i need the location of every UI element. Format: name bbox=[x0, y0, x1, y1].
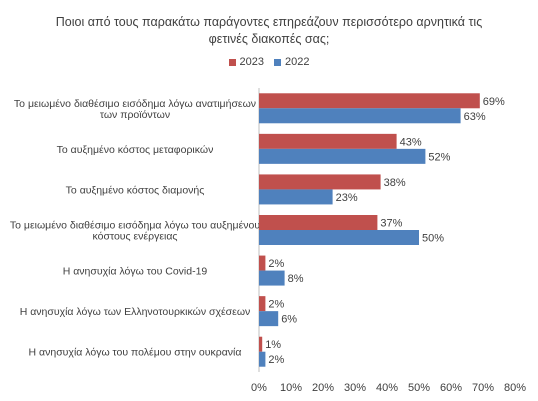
x-tick-label: 70% bbox=[472, 382, 494, 394]
chart-title-line-1: Ποιοι από τους παρακάτω παράγοντες επηρε… bbox=[55, 15, 483, 29]
legend: 2023 2022 bbox=[0, 56, 538, 68]
value-label-2023: 2% bbox=[268, 258, 284, 270]
category-label: Το μειωμένο διαθέσιμο εισόδημα λόγω του … bbox=[10, 220, 260, 243]
value-label-2022: 50% bbox=[422, 233, 444, 245]
value-label-2023: 2% bbox=[268, 299, 284, 311]
bar-2022 bbox=[259, 148, 426, 164]
legend-label-2023: 2023 bbox=[239, 56, 264, 68]
value-label-2023: 69% bbox=[483, 96, 505, 108]
category-label-line: Το αυξημένο κόστος διαμονής bbox=[66, 184, 205, 196]
value-label-2023: 1% bbox=[265, 339, 281, 351]
bar-2023 bbox=[259, 93, 480, 109]
category-label-line: Το αυξημένο κόστος μεταφορικών bbox=[57, 144, 214, 156]
value-label-2022: 23% bbox=[336, 192, 358, 204]
bar-2023 bbox=[259, 133, 397, 149]
bar-2022 bbox=[259, 189, 333, 205]
bar-2023 bbox=[259, 336, 263, 352]
category-label-line: Το μειωμένο διαθέσιμο εισόδημα λόγω του … bbox=[10, 220, 260, 232]
legend-item-2023: 2023 bbox=[228, 56, 264, 68]
value-label-2022: 63% bbox=[464, 111, 486, 123]
value-label-2023: 38% bbox=[384, 177, 406, 189]
bar-2022 bbox=[259, 108, 461, 124]
value-label-2022: 52% bbox=[428, 151, 450, 163]
category-label: Το αυξημένο κόστος διαμονής bbox=[66, 184, 205, 196]
x-tick-label: 30% bbox=[344, 382, 366, 394]
x-tick-label: 60% bbox=[440, 382, 462, 394]
category-label: Το αυξημένο κόστος μεταφορικών bbox=[57, 144, 214, 156]
bar-2023 bbox=[259, 174, 381, 190]
category-label-line: των προϊόντων bbox=[100, 109, 170, 121]
bar-2022 bbox=[259, 270, 285, 286]
x-tick-label: 50% bbox=[408, 382, 430, 394]
value-label-2022: 8% bbox=[288, 273, 304, 285]
chart-title: Ποιοι από τους παρακάτω παράγοντες επηρε… bbox=[0, 14, 538, 48]
value-label-2022: 2% bbox=[268, 354, 284, 366]
x-tick-label: 40% bbox=[376, 382, 398, 394]
legend-item-2022: 2022 bbox=[274, 56, 309, 68]
category-label: Η ανησυχία λόγω του πολέμου στην ουκρανί… bbox=[29, 347, 242, 359]
value-label-2022: 6% bbox=[281, 314, 297, 326]
legend-swatch-2023 bbox=[228, 58, 236, 66]
bar-2022 bbox=[259, 311, 279, 327]
category-label-line: Η ανησυχία λόγω του πολέμου στην ουκρανί… bbox=[29, 347, 242, 359]
legend-swatch-2022 bbox=[274, 58, 281, 66]
chart-title-line-2: φετινές διακοπές σας; bbox=[208, 32, 330, 46]
category-label: Το μειωμένο διαθέσιμο εισόδημα λόγω ανατ… bbox=[14, 98, 256, 121]
x-tick-label: 80% bbox=[504, 382, 526, 394]
legend-label-2022: 2022 bbox=[285, 56, 310, 68]
value-label-2023: 37% bbox=[380, 218, 402, 230]
bar-2023 bbox=[259, 296, 266, 312]
x-tick-label: 20% bbox=[312, 382, 334, 394]
category-label-line: κόστους ενέργειας bbox=[93, 231, 178, 243]
category-label-line: Η ανησυχία λόγω του Covid-19 bbox=[63, 266, 208, 278]
bar-2022 bbox=[259, 230, 419, 245]
bar-2023 bbox=[259, 215, 378, 230]
bar-2023 bbox=[259, 255, 266, 271]
value-label-2023: 43% bbox=[400, 136, 422, 148]
category-label: Η ανησυχία λόγω του Covid-19 bbox=[63, 266, 208, 278]
category-label-line: Το μειωμένο διαθέσιμο εισόδημα λόγω ανατ… bbox=[14, 98, 256, 110]
x-tick-label: 10% bbox=[280, 382, 302, 394]
bar-2022 bbox=[259, 351, 266, 367]
x-tick-label: 0% bbox=[251, 382, 267, 394]
category-label-line: Η ανησυχία λόγω των Ελληνοτουρκικών σχέσ… bbox=[20, 306, 251, 318]
category-label: Η ανησυχία λόγω των Ελληνοτουρκικών σχέσ… bbox=[20, 306, 251, 318]
